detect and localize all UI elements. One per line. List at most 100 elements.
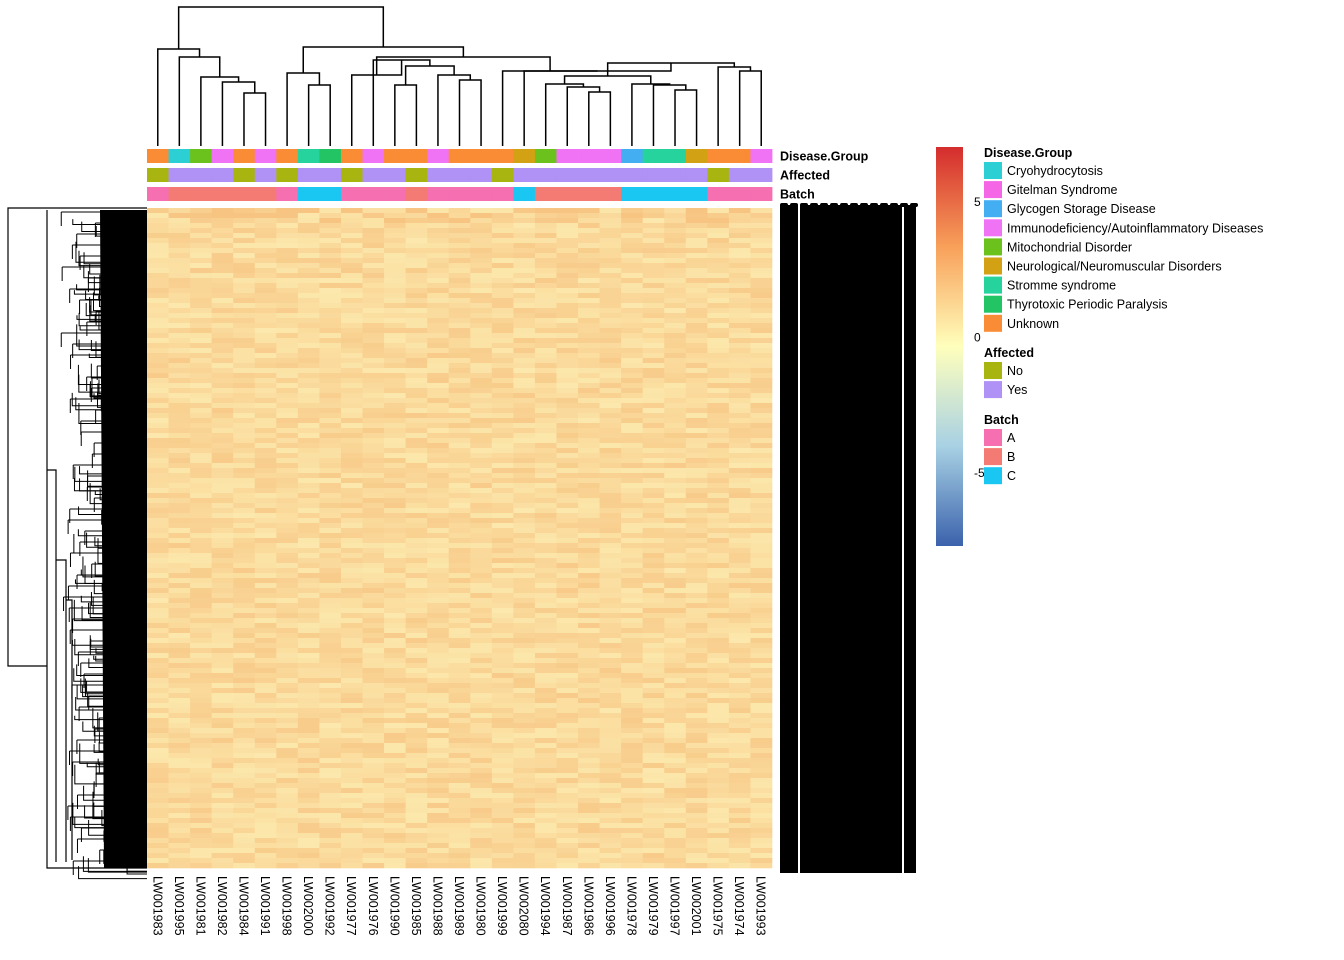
heatmap-cell <box>491 688 514 694</box>
heatmap-cell <box>319 268 342 274</box>
heatmap-cell <box>340 538 363 544</box>
heatmap-cell <box>297 248 320 254</box>
heatmap-cell <box>728 508 751 514</box>
heatmap-cell <box>534 628 557 634</box>
heatmap-cell <box>750 243 773 249</box>
heatmap-cell <box>642 673 665 679</box>
heatmap-cell <box>340 348 363 354</box>
heatmap-cell <box>728 608 751 614</box>
annotation-cell-affected <box>621 168 644 182</box>
heatmap-cell <box>470 733 493 739</box>
heatmap-cell <box>319 383 342 389</box>
heatmap-cell <box>190 748 212 754</box>
heatmap-cell <box>513 718 536 724</box>
heatmap-cell <box>190 643 212 649</box>
heatmap-cell <box>556 283 579 289</box>
heatmap-cell <box>491 478 514 484</box>
heatmap-cell <box>427 423 450 429</box>
heatmap-cell <box>147 513 169 519</box>
heatmap-cell <box>470 243 493 249</box>
heatmap-cell <box>513 253 536 259</box>
heatmap-cell <box>685 278 708 284</box>
heatmap-cell <box>384 303 406 309</box>
heatmap-cell <box>276 338 299 344</box>
heatmap-cell <box>599 738 622 744</box>
heatmap-cell <box>448 813 471 819</box>
annotation-cell-disease <box>578 149 600 163</box>
heatmap-cell <box>707 543 730 549</box>
heatmap-cell <box>685 353 708 359</box>
heatmap-cell <box>211 303 234 309</box>
heatmap-cell <box>513 213 536 219</box>
heatmap-cell <box>340 638 363 644</box>
heatmap-cell <box>491 248 514 254</box>
heatmap-cell <box>211 558 234 564</box>
heatmap-cell <box>448 538 471 544</box>
heatmap-cell <box>254 558 277 564</box>
heatmap-cell <box>147 538 169 544</box>
heatmap-cell <box>147 498 169 504</box>
heatmap-cell <box>297 208 320 214</box>
legend-title: Batch <box>984 413 1019 427</box>
heatmap-cell <box>470 698 493 704</box>
heatmap-cell <box>599 283 622 289</box>
heatmap-cell <box>276 578 299 584</box>
heatmap-cell <box>707 848 730 854</box>
heatmap-cell <box>685 768 708 774</box>
heatmap-cell <box>254 518 277 524</box>
heatmap-cell <box>491 523 514 529</box>
heatmap-cell <box>599 533 622 539</box>
heatmap-cell <box>362 508 385 514</box>
heatmap-cell <box>340 528 363 534</box>
heatmap-cell <box>578 303 600 309</box>
heatmap-cell <box>448 498 471 504</box>
heatmap-cell <box>578 648 600 654</box>
heatmap-cell <box>578 383 600 389</box>
heatmap-cell <box>642 463 665 469</box>
heatmap-cell <box>470 718 493 724</box>
heatmap-cell <box>405 423 428 429</box>
column-label: LW001988 <box>430 876 444 936</box>
heatmap-cell <box>254 208 277 214</box>
heatmap-cell <box>578 768 600 774</box>
heatmap-cell <box>190 763 212 769</box>
heatmap-cell <box>556 553 579 559</box>
heatmap-cell <box>254 563 277 569</box>
heatmap-cell <box>168 633 191 639</box>
heatmap-cell <box>750 738 773 744</box>
heatmap-cell <box>534 513 557 519</box>
heatmap-cell <box>211 263 234 269</box>
heatmap-cell <box>254 438 277 444</box>
heatmap-cell <box>147 298 169 304</box>
heatmap-cell <box>147 708 169 714</box>
heatmap-cell <box>664 668 687 674</box>
heatmap-cell <box>362 383 385 389</box>
heatmap-cell <box>599 548 622 554</box>
heatmap-cell <box>448 558 471 564</box>
heatmap-cell <box>513 433 536 439</box>
heatmap-cell <box>513 478 536 484</box>
heatmap-cell <box>319 233 342 239</box>
heatmap-cell <box>384 388 406 394</box>
heatmap-cell <box>534 228 557 234</box>
heatmap-cell <box>664 398 687 404</box>
heatmap-cell <box>728 853 751 859</box>
heatmap-cell <box>168 313 191 319</box>
heatmap-cell <box>254 633 277 639</box>
heatmap-cell <box>491 223 514 229</box>
heatmap-cell <box>297 733 320 739</box>
heatmap-cell <box>211 568 234 574</box>
heatmap-cell <box>427 378 450 384</box>
heatmap-cell <box>211 703 234 709</box>
heatmap-cell <box>664 863 687 869</box>
heatmap-cell <box>147 458 169 464</box>
heatmap-cell <box>664 363 687 369</box>
heatmap-cell <box>147 788 169 794</box>
heatmap-cell <box>750 453 773 459</box>
heatmap-cell <box>707 228 730 234</box>
legend-swatch <box>984 200 1002 218</box>
heatmap-cell <box>384 693 406 699</box>
heatmap-cell <box>707 383 730 389</box>
heatmap-cell <box>384 318 406 324</box>
heatmap-cell <box>621 293 643 299</box>
